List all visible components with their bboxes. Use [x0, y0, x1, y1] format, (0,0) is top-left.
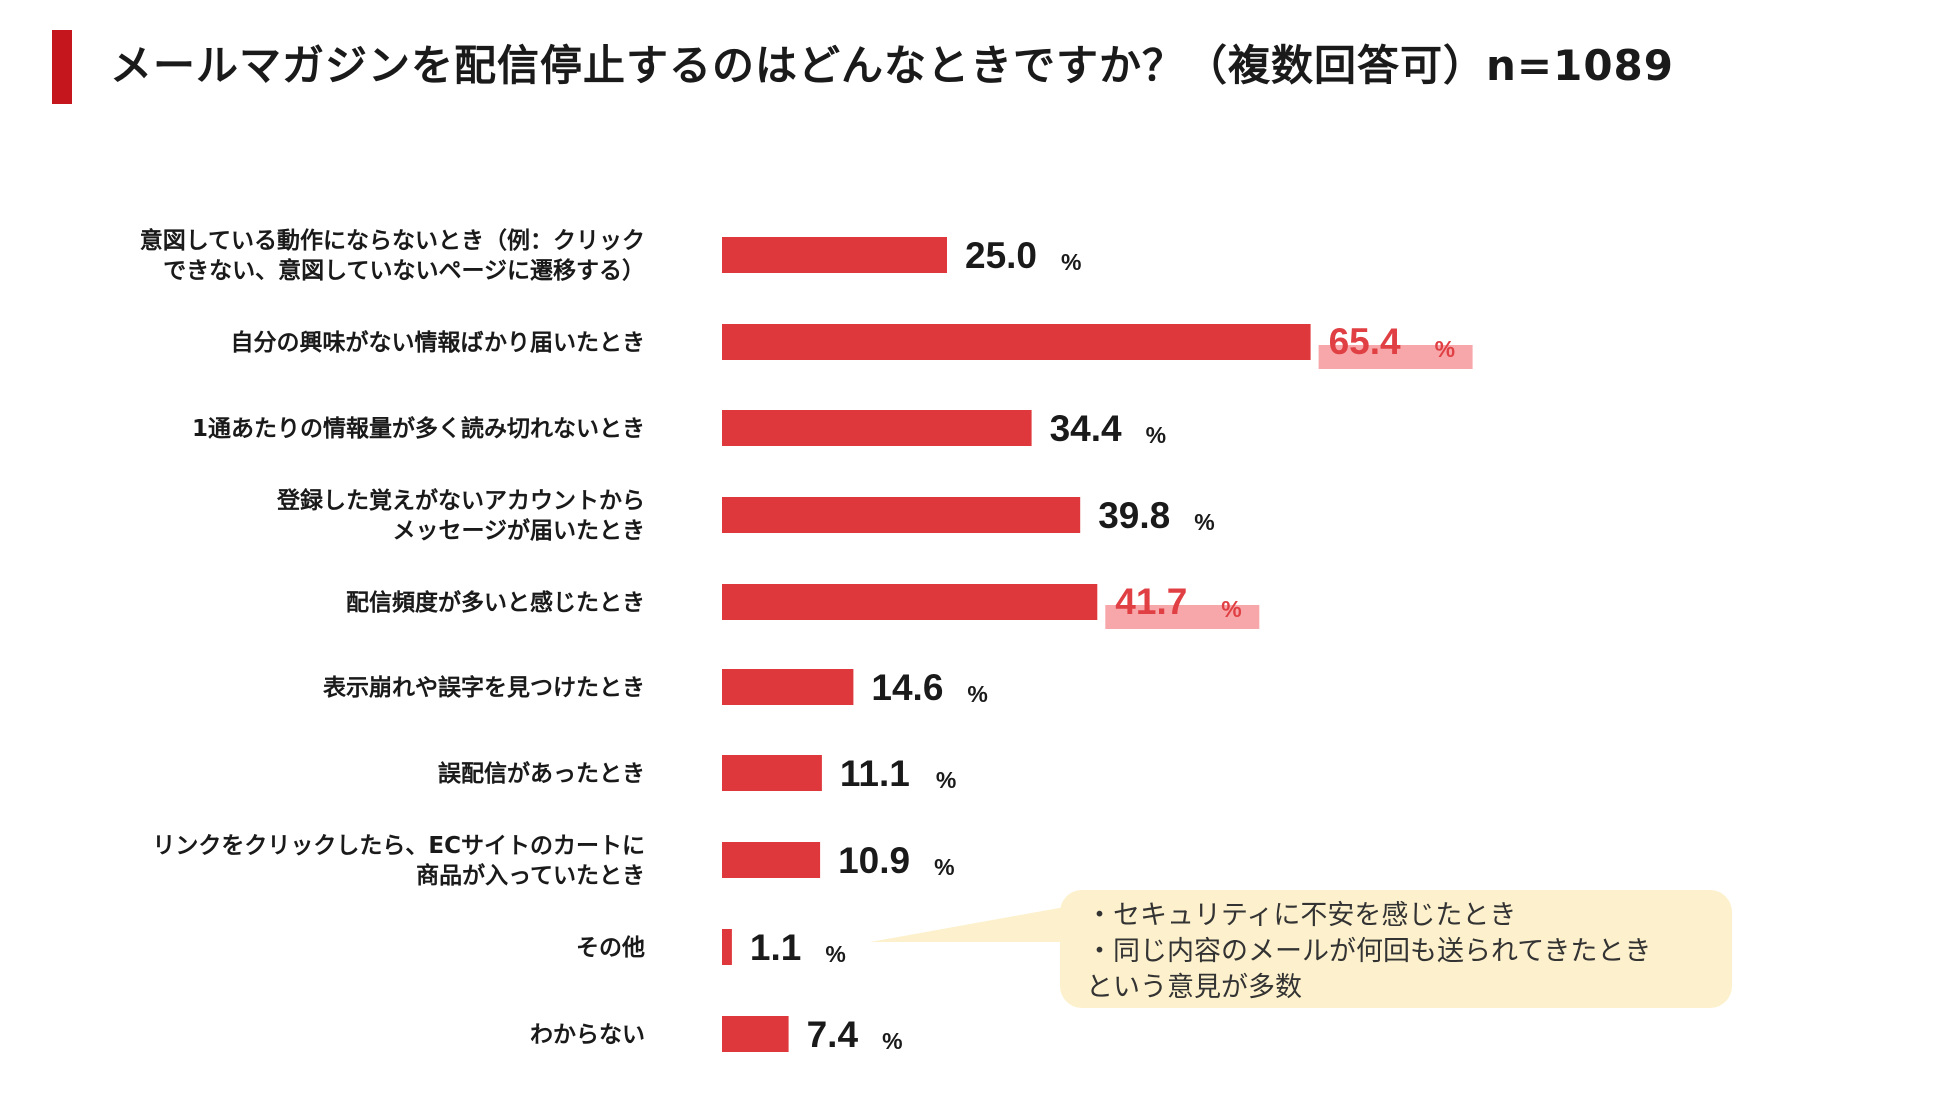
value-highlight-band: [1105, 605, 1260, 629]
title-accent-bar: [52, 30, 72, 104]
value-unit: %: [882, 1028, 902, 1054]
bar: [722, 755, 822, 791]
bar: [722, 324, 1311, 360]
category-label-line: 表示崩れや誤字を見つけたとき: [323, 674, 645, 701]
value-unit: %: [967, 681, 987, 707]
bar: [722, 410, 1032, 446]
page-title: メールマガジンを配信停止するのはどんなときですか？（複数回答可）n=1089: [110, 41, 1674, 90]
value-unit: %: [936, 767, 956, 793]
value-label: 11.1: [840, 753, 910, 794]
value-unit: %: [1194, 509, 1214, 535]
other-comments-callout: ・セキュリティに不安を感じたとき ・同じ内容のメールが何回も送られてきたとき と…: [1060, 890, 1732, 1008]
bar: [722, 929, 732, 965]
category-label-line: 意図している動作にならないとき（例：クリック: [140, 227, 645, 254]
category-label: 表示崩れや誤字を見つけたとき: [323, 674, 645, 701]
category-label-line: 1通あたりの情報量が多く読み切れないとき: [192, 415, 645, 442]
value-label: 34.4: [1050, 408, 1122, 449]
bar: [722, 669, 854, 705]
value-label: 14.6: [871, 667, 943, 708]
category-label: 意図している動作にならないとき（例：クリックできない、意図していないページに遷移…: [140, 227, 645, 284]
category-label-line: その他: [576, 935, 645, 961]
category-label: 自分の興味がない情報ばかり届いたとき: [231, 329, 645, 356]
category-label: 誤配信があったとき: [438, 760, 645, 787]
category-label-line: 商品が入っていたとき: [416, 862, 645, 889]
value-unit: %: [1146, 422, 1166, 448]
category-label-line: 自分の興味がない情報ばかり届いたとき: [231, 329, 645, 356]
callout-line-2: ・同じ内容のメールが何回も送られてきたとき: [1086, 936, 1652, 967]
callout-line-1: ・セキュリティに不安を感じたとき: [1086, 900, 1517, 931]
category-label-line: 配信頻度が多いと感じたとき: [346, 589, 645, 616]
value-label: 65.4: [1329, 321, 1401, 362]
value-label: 39.8: [1098, 495, 1170, 536]
category-label-line: リンクをクリックしたら、ECサイトのカートに: [152, 833, 645, 859]
value-unit: %: [1221, 596, 1241, 622]
category-label-line: メッセージが届いたとき: [392, 517, 645, 544]
category-label: リンクをクリックしたら、ECサイトのカートに商品が入っていたとき: [152, 833, 645, 889]
category-label: 配信頻度が多いと感じたとき: [346, 589, 645, 616]
category-label: 1通あたりの情報量が多く読み切れないとき: [192, 415, 645, 442]
value-unit: %: [825, 941, 845, 967]
category-label-line: わからない: [530, 1022, 645, 1048]
value-label: 10.9: [838, 840, 910, 881]
value-highlight-band: [1318, 345, 1473, 369]
value-unit: %: [1435, 336, 1455, 362]
value-unit: %: [1061, 249, 1081, 275]
value-label: 1.1: [750, 927, 801, 968]
bar: [722, 237, 947, 273]
value-label: 41.7: [1115, 581, 1187, 622]
bar: [722, 1016, 789, 1052]
callout-pointer: [870, 906, 1070, 942]
category-label-line: 登録した覚えがないアカウントから: [276, 487, 645, 514]
category-label-line: 誤配信があったとき: [438, 760, 645, 787]
bar: [722, 584, 1098, 620]
category-label: わからない: [530, 1022, 645, 1048]
category-label-line: できない、意図していないページに遷移する）: [163, 257, 645, 284]
category-label: その他: [576, 935, 645, 961]
bar: [722, 497, 1081, 533]
value-label: 7.4: [807, 1014, 859, 1055]
category-label: 登録した覚えがないアカウントからメッセージが届いたとき: [276, 487, 645, 544]
callout-line-3: という意見が多数: [1086, 972, 1302, 1003]
value-unit: %: [934, 854, 954, 880]
bar: [722, 842, 821, 878]
value-label: 25.0: [965, 235, 1037, 276]
